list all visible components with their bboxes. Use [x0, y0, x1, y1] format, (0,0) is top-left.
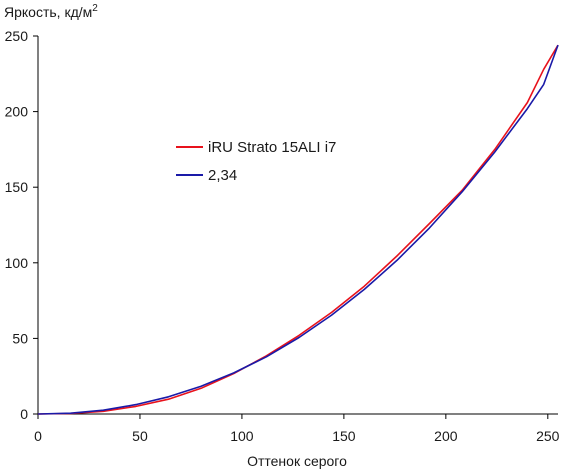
- series-lines: [37, 44, 559, 415]
- y-tick-label: 250: [5, 28, 29, 44]
- y-tick-label: 150: [5, 179, 29, 195]
- legend: iRU Strato 15ALI i7 2,34: [176, 139, 336, 184]
- legend-label-iru-strato: iRU Strato 15ALI i7: [208, 139, 336, 156]
- y-axis-title-main: Яркость, кд/м: [4, 4, 92, 20]
- y-axis-title-superscript: 2: [92, 3, 98, 14]
- legend-label-gamma-2-34: 2,34: [208, 167, 237, 184]
- x-tick-label: 0: [34, 428, 42, 444]
- y-axis-title: Яркость, кд/м2: [4, 3, 98, 20]
- series-line-gamma-2-34: [37, 44, 559, 415]
- x-tick-label: 250: [536, 428, 560, 444]
- y-tick-label: 100: [5, 255, 29, 271]
- x-tick-label: 150: [332, 428, 356, 444]
- y-tick-label: 0: [20, 406, 28, 422]
- x-axis-title: Оттенок серого: [247, 453, 347, 469]
- series-line-iru-strato: [37, 44, 559, 415]
- x-tick-label: 50: [132, 428, 148, 444]
- ticks: 0 50 100 150 200 250 0 50 100 150 200 250: [5, 28, 560, 444]
- x-tick-label: 200: [434, 428, 458, 444]
- y-tick-label: 200: [5, 104, 29, 120]
- y-tick-label: 50: [12, 330, 28, 346]
- x-tick-label: 100: [230, 428, 254, 444]
- axes: [37, 36, 558, 415]
